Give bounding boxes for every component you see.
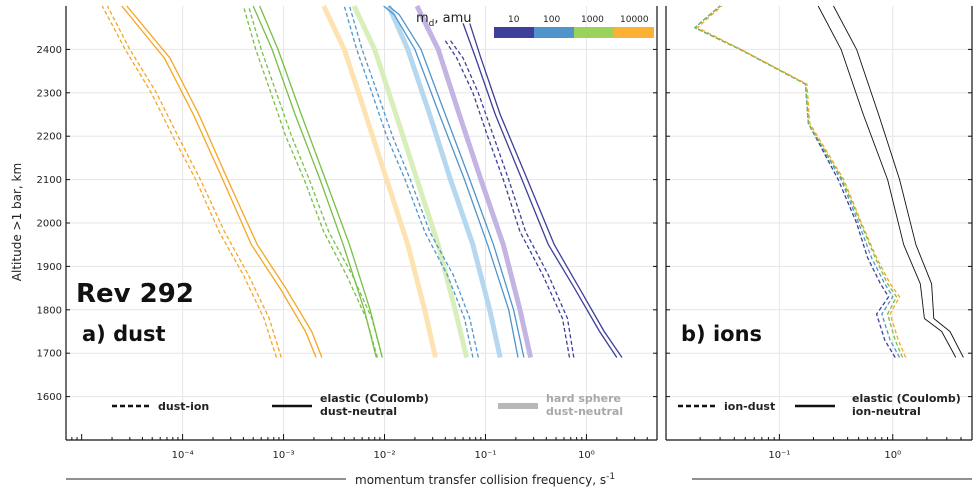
series-hard-sphere-10000 <box>321 4 438 359</box>
axes-b: 10⁻¹ 10⁰ <box>665 6 973 461</box>
x-tick-label: 10⁻³ <box>273 450 295 461</box>
series-hard-sphere-10 <box>414 4 534 359</box>
x-axis-label: momentum transfer collision frequency, s… <box>355 472 615 487</box>
grid-b <box>666 6 972 440</box>
rev-title: Rev 292 <box>76 279 194 309</box>
legend-dust-ion-label: dust-ion <box>158 400 209 413</box>
series-elastic-dust-neutral-10 <box>469 23 623 358</box>
y-tick-label: 1800 <box>37 305 62 316</box>
axes-a: 1600 1700 1800 1900 2000 2100 2200 2300 2400 10⁻⁴… <box>37 6 658 461</box>
series-a <box>101 4 623 359</box>
series-hard-sphere-100 <box>386 4 503 359</box>
panel-a: 1600 1700 1800 1900 2000 2100 2200 2300 2400 10⁻⁴… <box>10 4 658 461</box>
colorbar-swatch-10 <box>494 27 534 38</box>
legend-a: dust-ion elastic (Coulomb) dust-neutral … <box>112 392 623 418</box>
x-tick-label: 10⁰ <box>578 450 595 461</box>
y-tick-label: 2100 <box>37 175 62 186</box>
x-tick-label: 10⁻¹ <box>768 450 790 461</box>
colorbar-label-1000: 1000 <box>581 15 604 25</box>
series-ion-dust-100 <box>694 5 901 358</box>
series-elastic-ion-neutral-x <box>817 5 957 358</box>
series-ion-dust-10000 <box>696 5 907 358</box>
series-elastic-dust-neutral-10000 <box>121 5 317 358</box>
series-elastic-dust-neutral-100 <box>388 5 525 358</box>
x-tick-label: 10⁻² <box>374 450 396 461</box>
y-tick-label: 1600 <box>37 392 62 403</box>
y-tick-label: 1900 <box>37 262 62 273</box>
legend-elastic-ion-label-1: elastic (Coulomb) <box>852 392 961 405</box>
y-tick-label: 2300 <box>37 88 62 99</box>
y-axis-label: Altitude >1 bar, km <box>10 163 24 281</box>
series-dust-ion-10000 <box>106 5 282 358</box>
colorbar-label-10: 10 <box>508 15 520 25</box>
colorbar-label-10000: 10000 <box>620 15 649 25</box>
legend-ion-dust-label: ion-dust <box>724 400 775 413</box>
series-elastic-dust-neutral-10000 <box>126 5 323 358</box>
legend-elastic-dust-label-1: elastic (Coulomb) <box>320 392 429 405</box>
grid-a <box>66 6 657 440</box>
panel-b: 10⁻¹ 10⁰ b) ions ion-dust elastic (Coulom… <box>665 5 973 461</box>
series-b <box>694 5 964 358</box>
series-ion-dust-1000 <box>694 5 904 358</box>
y-tick-label: 2200 <box>37 132 62 143</box>
series-hard-sphere-1000 <box>351 4 470 359</box>
series-elastic-dust-neutral-1000 <box>252 5 377 358</box>
legend-elastic-ion-label-2: ion-neutral <box>852 405 921 418</box>
series-elastic-ion-neutral-x <box>833 5 964 358</box>
colorbar-label-100: 100 <box>543 15 560 25</box>
y-tick-label: 2400 <box>37 45 62 56</box>
series-dust-ion-10 <box>444 40 571 358</box>
y-tick-label: 2000 <box>37 219 62 230</box>
colorbar-swatch-100 <box>534 27 574 38</box>
panel-label-a: a) dust <box>82 322 166 346</box>
x-tick-label: 10⁰ <box>884 450 901 461</box>
x-tick-label: 10⁻⁴ <box>172 450 194 461</box>
y-tick-label: 1700 <box>37 349 62 360</box>
series-dust-ion-100 <box>343 5 474 358</box>
series-dust-ion-10000 <box>101 5 278 358</box>
legend-elastic-dust-label-2: dust-neutral <box>320 405 397 418</box>
series-dust-ion-100 <box>348 5 479 358</box>
x-tick-label: 10⁻¹ <box>474 450 496 461</box>
series-elastic-dust-neutral-1000 <box>259 5 383 358</box>
colorbar-title: md, amu <box>416 11 472 29</box>
series-elastic-dust-neutral-100 <box>383 5 519 358</box>
series-elastic-dust-neutral-10 <box>462 23 618 358</box>
legend-hard-sphere-label-1: hard sphere <box>546 392 621 405</box>
series-dust-ion-10 <box>449 40 575 358</box>
colorbar-swatch-1000 <box>574 27 614 38</box>
colorbar: md, amu 10 100 1000 10000 <box>416 11 654 38</box>
legend-hard-sphere-label-2: dust-neutral <box>546 405 623 418</box>
panel-label-b: b) ions <box>681 322 762 346</box>
colorbar-swatch-10000 <box>614 27 654 38</box>
series-ion-dust-10 <box>694 5 896 358</box>
legend-b: ion-dust elastic (Coulomb) ion-neutral <box>678 392 961 418</box>
